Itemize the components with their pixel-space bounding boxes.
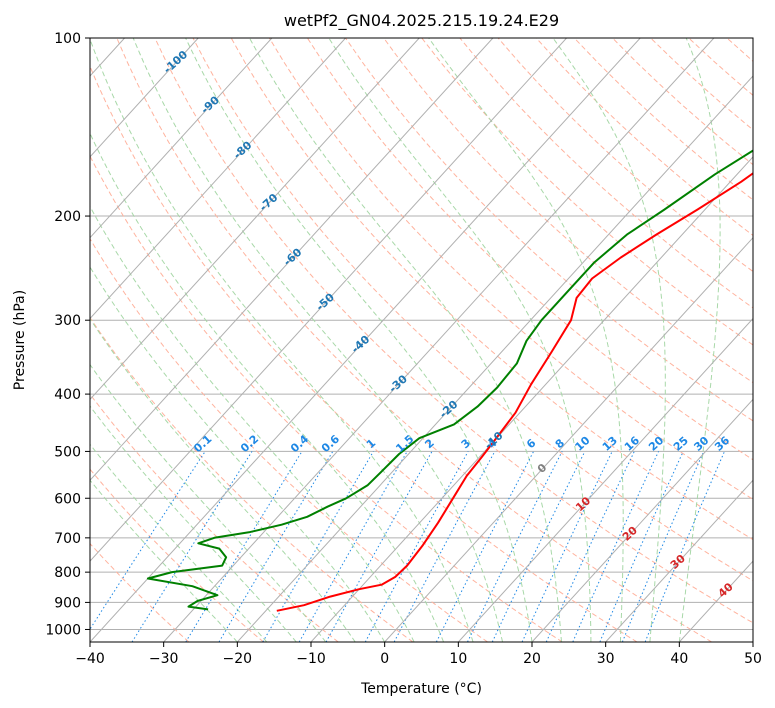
x-tick-label: 50: [744, 651, 762, 667]
dry-adiabat: [765, 38, 775, 642]
isotherm-line: [457, 317, 753, 642]
moist-adiabat: [90, 405, 297, 642]
isotherm-line: [90, 38, 567, 562]
mixing-ratio-line: [90, 451, 206, 631]
moist-adiabat: [678, 38, 721, 642]
x-tick-label: 40: [670, 651, 688, 667]
moist-adiabat: [90, 38, 474, 642]
isotherm-line: [310, 156, 753, 642]
sounding-series: [146, 149, 753, 612]
chart-title: wetPf2_GN04.2025.215.19.24.E29: [284, 11, 559, 31]
temperature-line: [276, 172, 753, 612]
isotherm-line: [90, 38, 273, 239]
isotherm-line: [531, 398, 753, 642]
moist-adiabat: [90, 205, 415, 642]
x-tick-label: −10: [296, 651, 326, 667]
isotherm-line: [752, 641, 753, 642]
mixing-ratio-line: [185, 451, 303, 642]
dewpoint-line: [146, 149, 753, 611]
moist-adiabat: [552, 38, 666, 642]
moist-adiabat: [90, 443, 268, 642]
isotherm-line: [90, 38, 199, 158]
x-tick-label: −20: [223, 651, 253, 667]
dry-adiabat: [154, 38, 753, 624]
x-tick-label: −30: [149, 651, 179, 667]
y-tick-label: 200: [54, 209, 81, 225]
dry-adiabat: [306, 38, 753, 461]
dry-adiabat: [459, 38, 753, 309]
background-lines: [90, 38, 775, 642]
y-tick-label: 300: [54, 313, 81, 329]
moist-adiabat: [132, 38, 503, 642]
moist-adiabat: [249, 38, 562, 642]
isotherm-line: [90, 38, 641, 642]
y-tick-label: 1000: [45, 622, 81, 638]
mixing-ratio-line: [298, 451, 408, 642]
dry-adiabat: [90, 237, 488, 642]
isotherm-line: [163, 38, 715, 642]
dry-adiabat: [90, 154, 563, 642]
isotherm-line: [384, 236, 753, 642]
y-tick-label: 600: [54, 491, 81, 507]
x-tick-label: −40: [75, 651, 105, 667]
moist-adiabat: [90, 266, 386, 642]
y-axis-title: Pressure (hPa): [12, 290, 28, 390]
mixing-ratio-line: [599, 451, 684, 642]
mixing-ratio-line: [572, 451, 660, 642]
dry-adiabat: [116, 38, 712, 642]
x-tick-label: 0: [380, 651, 389, 667]
dry-adiabat: [230, 38, 753, 541]
y-tick-label: 700: [54, 531, 81, 547]
isotherm-line: [90, 38, 494, 482]
isotherm-line: [90, 38, 420, 401]
isotherm-line: [236, 75, 753, 642]
dry-adiabat: [421, 38, 753, 346]
mixing-ratio-line: [364, 451, 469, 642]
x-axis-title: Temperature (°C): [360, 681, 482, 697]
y-tick-label: 400: [54, 387, 81, 403]
x-tick-label: 10: [449, 651, 467, 667]
mixing-ratio-line: [435, 451, 535, 642]
dry-adiabat: [90, 65, 638, 642]
axes-ticks: −40 −30 −20 −10 0 10 20 30 40 50 100 200 300 400 500 60…: [45, 31, 762, 667]
y-tick-label: 100: [54, 31, 81, 47]
moist-adiabat: [90, 317, 356, 642]
mixing-ratio-line: [325, 451, 433, 642]
mixing-ratio-line: [467, 451, 563, 642]
mixing-ratio-line: [621, 451, 705, 642]
isotherm-line: [605, 479, 753, 642]
y-tick-label: 500: [54, 444, 81, 460]
moist-adiabat: [90, 132, 445, 642]
y-tick-label: 800: [54, 565, 81, 581]
moist-adiabat: [328, 38, 592, 642]
x-tick-label: 30: [597, 651, 615, 667]
x-tick-label: 20: [523, 651, 541, 667]
isotherm-line: [90, 38, 346, 320]
y-tick-label: 900: [54, 595, 81, 611]
moist-adiabat: [185, 38, 533, 642]
plot-frame: [89, 37, 754, 643]
dry-adiabat: [192, 38, 753, 582]
